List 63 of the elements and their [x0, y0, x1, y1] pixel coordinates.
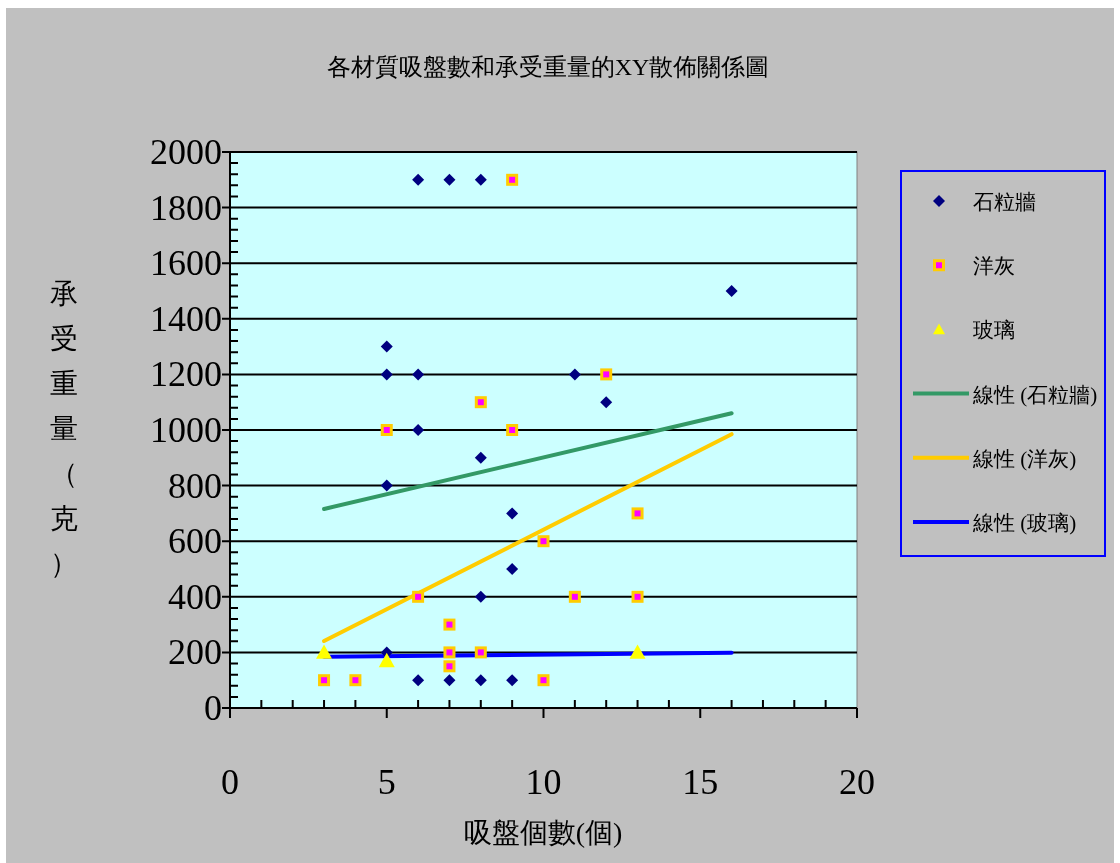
y-tick-label: 200: [168, 632, 222, 673]
x-tick-label: 15: [682, 762, 719, 802]
point: [412, 173, 425, 186]
point: [506, 563, 519, 575]
point: [568, 590, 581, 603]
point: [629, 644, 646, 659]
chart-title: 各材質吸盤數和承受重量的XY散佈關係圖: [326, 54, 770, 80]
point: [412, 674, 425, 687]
legend-label: 石粒牆: [973, 190, 1036, 215]
y-tick-label: 1600: [150, 243, 222, 284]
point: [380, 424, 393, 436]
y-tick-label: 1000: [150, 410, 222, 450]
point: [316, 644, 333, 659]
x-axis-title: 吸盤個數(個): [463, 817, 623, 848]
point: [443, 173, 456, 186]
y-tick-label: 1400: [150, 298, 222, 339]
y-tick-label: 0: [204, 688, 222, 728]
y-tick-label: 1200: [150, 354, 222, 395]
point: [725, 285, 738, 297]
x-tick-label: 5: [377, 762, 396, 802]
point: [631, 507, 644, 520]
x-tick-label: 10: [525, 762, 562, 802]
legend-label: 線性 (石粒牆): [972, 382, 1098, 407]
y-tick-label: 800: [168, 465, 222, 506]
point: [412, 590, 425, 603]
point: [380, 340, 393, 353]
x-tick-label: 20: [839, 762, 875, 802]
point: [631, 590, 644, 603]
y-axis-title: 承受重量（克）: [50, 278, 78, 579]
point: [474, 590, 487, 603]
legend-label: 洋灰: [973, 254, 1015, 279]
point: [474, 646, 487, 659]
point: [506, 424, 519, 436]
point: [412, 424, 425, 436]
point: [412, 368, 425, 381]
point: [506, 173, 519, 186]
point: [474, 396, 487, 409]
point: [380, 368, 393, 381]
y-tick-label: 400: [168, 576, 222, 617]
point: [318, 674, 331, 687]
point: [506, 674, 519, 687]
point: [380, 479, 393, 492]
y-tick-label: 2000: [150, 132, 222, 172]
point: [537, 535, 550, 548]
point: [474, 173, 487, 186]
point: [349, 674, 362, 687]
point: [443, 660, 456, 673]
point: [537, 674, 550, 687]
point: [474, 451, 487, 464]
point: [443, 618, 456, 631]
y-tick-label: 1800: [150, 187, 222, 228]
point: [506, 507, 519, 520]
legend-label: 線性 (洋灰): [972, 446, 1077, 471]
point: [568, 368, 581, 381]
y-tick-label: 600: [168, 521, 222, 562]
point: [443, 646, 456, 659]
point: [443, 674, 456, 687]
point: [474, 674, 487, 687]
legend-label: 玻璃: [973, 318, 1015, 343]
point: [378, 652, 395, 668]
point: [600, 396, 613, 409]
legend-label: 線性 (玻璃): [972, 510, 1077, 535]
point: [600, 368, 613, 381]
